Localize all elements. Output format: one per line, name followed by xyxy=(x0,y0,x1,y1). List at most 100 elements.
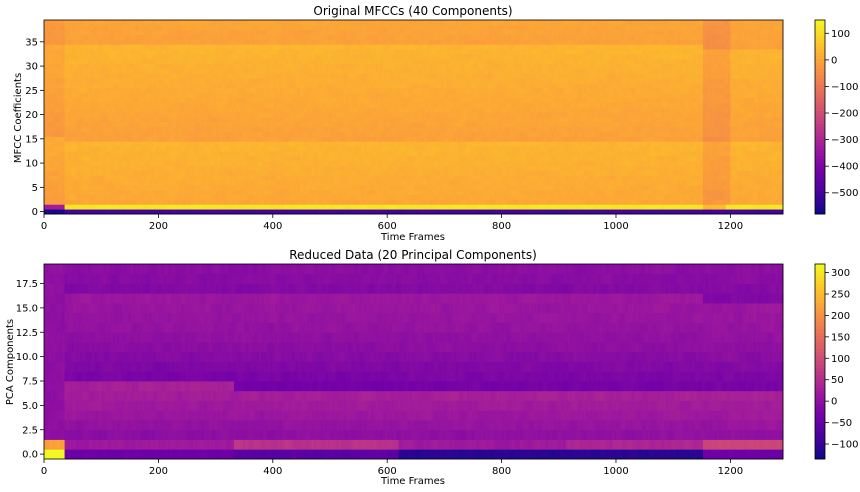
heatmap-cell xyxy=(579,160,583,166)
heatmap-cell xyxy=(313,199,317,205)
heatmap-cell xyxy=(265,150,269,157)
heatmap-cell xyxy=(499,165,502,171)
heatmap-cell xyxy=(229,180,233,186)
heatmap-cell xyxy=(458,194,461,200)
heatmap-cell xyxy=(396,199,400,205)
heatmap-cell xyxy=(238,184,242,191)
heatmap-cell xyxy=(357,175,361,181)
heatmap-cell xyxy=(414,199,418,205)
heatmap-cell xyxy=(746,184,750,191)
heatmap-cell xyxy=(492,175,496,181)
heatmap-cell xyxy=(350,155,354,162)
heatmap-cell xyxy=(414,175,418,181)
heatmap-cell xyxy=(213,175,216,181)
heatmap-cell xyxy=(682,155,686,162)
heatmap-cell xyxy=(341,204,345,210)
heatmap-cell xyxy=(279,141,283,147)
heatmap-cell xyxy=(66,160,70,166)
heatmap-cell xyxy=(336,184,340,191)
heatmap-cell xyxy=(478,146,482,152)
heatmap-cell xyxy=(407,141,411,147)
heatmap-cell xyxy=(556,209,560,215)
heatmap-cell xyxy=(224,170,228,176)
heatmap-cell xyxy=(359,199,363,205)
heatmap-cell xyxy=(185,209,189,215)
heatmap-cell xyxy=(458,199,461,205)
heatmap-cell xyxy=(325,194,329,200)
heatmap-cell xyxy=(167,194,171,200)
heatmap-cell xyxy=(329,184,333,191)
heatmap-cell xyxy=(236,136,239,142)
heatmap-cell xyxy=(641,170,644,176)
heatmap-cell xyxy=(577,204,580,210)
heatmap-cell xyxy=(156,175,159,181)
heatmap-cell xyxy=(85,180,88,186)
heatmap-cell xyxy=(638,150,642,157)
heatmap-cell xyxy=(293,184,297,191)
heatmap-cell xyxy=(664,209,667,215)
heatmap-cell xyxy=(286,170,290,176)
heatmap-cell xyxy=(348,155,351,162)
heatmap-cell xyxy=(627,189,631,195)
heatmap-cell xyxy=(114,170,118,176)
heatmap-cell xyxy=(311,209,315,215)
heatmap-cell xyxy=(254,199,258,205)
heatmap-cell xyxy=(629,180,633,186)
heatmap-cell xyxy=(112,170,116,176)
heatmap-cell xyxy=(174,165,178,171)
heatmap-cell xyxy=(224,180,228,186)
heatmap-cell xyxy=(634,184,637,191)
heatmap-cell xyxy=(398,175,402,181)
heatmap-cell xyxy=(327,155,331,162)
heatmap-cell xyxy=(69,180,72,186)
heatmap-cell xyxy=(423,175,427,181)
heatmap-cell xyxy=(474,150,477,157)
heatmap-cell xyxy=(700,175,704,181)
heatmap-cell xyxy=(348,189,351,195)
heatmap-cell xyxy=(583,160,587,166)
heatmap-cell xyxy=(487,194,491,200)
heatmap-cell xyxy=(318,170,322,176)
heatmap-cell xyxy=(474,160,477,166)
heatmap-cell xyxy=(346,199,349,205)
heatmap-cell xyxy=(160,141,164,147)
heatmap-cell xyxy=(261,180,265,186)
heatmap-cell xyxy=(773,150,777,157)
heatmap-cell xyxy=(599,199,603,205)
heatmap-cell xyxy=(172,189,175,195)
heatmap-cell xyxy=(705,180,708,186)
heatmap-cell xyxy=(691,160,695,166)
heatmap-cell xyxy=(664,160,667,166)
heatmap-cell xyxy=(664,199,667,205)
heatmap-cell xyxy=(780,199,784,205)
heatmap-cell xyxy=(121,136,125,142)
heatmap-cell xyxy=(85,155,88,162)
heatmap-cell xyxy=(126,165,130,171)
heatmap-cell xyxy=(595,175,599,181)
heatmap-cell xyxy=(426,170,429,176)
heatmap-cell xyxy=(755,180,759,186)
heatmap-cell xyxy=(60,209,63,215)
heatmap-cell xyxy=(574,184,578,191)
heatmap-cell xyxy=(60,141,63,147)
heatmap-cell xyxy=(355,189,358,195)
heatmap-cell xyxy=(549,194,553,200)
heatmap-cell xyxy=(446,155,450,162)
heatmap-cell xyxy=(622,160,626,166)
heatmap-cell xyxy=(442,170,445,176)
heatmap-cell xyxy=(643,155,647,162)
heatmap-cell xyxy=(718,209,722,215)
heatmap-cell xyxy=(670,189,674,195)
heatmap-cell xyxy=(714,175,718,181)
heatmap-cell xyxy=(469,150,473,157)
heatmap-cell xyxy=(201,146,205,152)
heatmap-cell xyxy=(524,165,528,171)
heatmap-cell xyxy=(442,175,445,181)
heatmap-cell xyxy=(476,184,480,191)
heatmap-cell xyxy=(430,155,434,162)
heatmap-cell xyxy=(421,146,425,152)
heatmap-cell xyxy=(387,199,390,205)
heatmap-cell xyxy=(693,209,697,215)
heatmap-cell xyxy=(622,141,626,147)
heatmap-cell xyxy=(453,204,457,210)
